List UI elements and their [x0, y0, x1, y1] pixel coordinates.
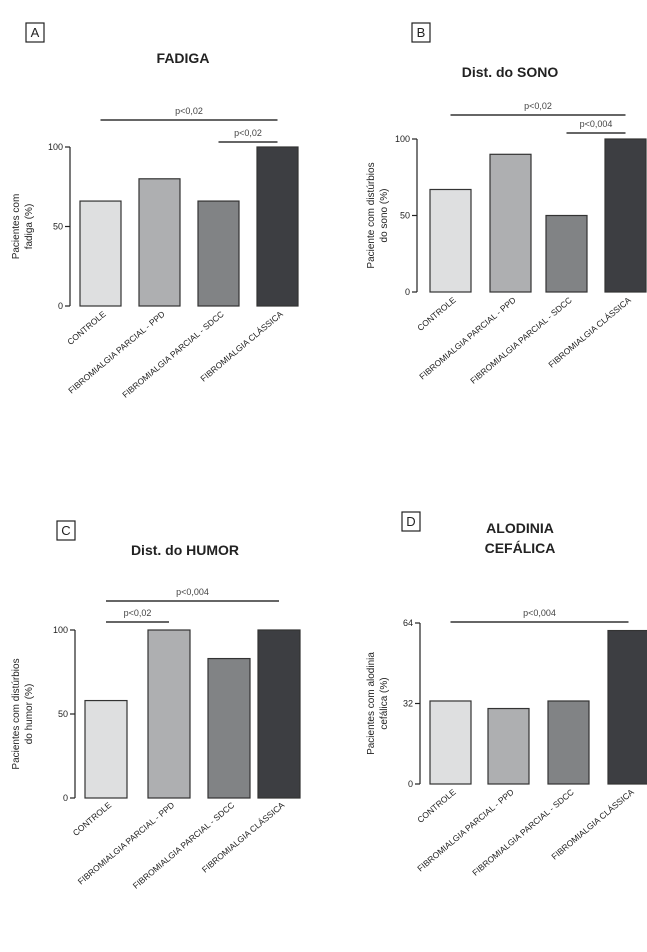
y-axis-title: do sono (%) [379, 189, 390, 243]
bar-4 [256, 146, 299, 307]
bar-2 [138, 178, 181, 307]
bar-2 [487, 707, 530, 785]
y-axis-title: Pacientes com distúrbios [11, 658, 22, 769]
category-label: FIBROMIALGIA CLÁSSICA [200, 800, 287, 875]
bar-4 [607, 629, 647, 785]
category-label: CONTROLE [65, 309, 108, 347]
bar-3 [207, 657, 251, 799]
category-label: CONTROLE [415, 295, 458, 333]
y-tick-label: 50 [53, 222, 63, 232]
y-axis-title: Pacientes com alodinia [366, 652, 377, 755]
chart-panel-d: D ALODINIA CEFÁLICA Pacientes com alodinia c… [366, 511, 647, 878]
bar-1 [429, 188, 472, 293]
y-tick-label: 50 [58, 709, 68, 719]
significance-label: p<0,004 [176, 587, 209, 597]
significance-label: p<0,004 [523, 608, 556, 618]
chart-title: Dist. do SONO [462, 64, 559, 80]
panel-letter: B [417, 25, 426, 40]
category-label: CONTROLE [71, 800, 114, 838]
chart-title: FADIGA [157, 50, 210, 66]
category-label: FIBROMIALGIA PARCIAL - PPD [415, 787, 516, 874]
panel-letter: A [31, 25, 40, 40]
y-axis-title: cefálica (%) [379, 677, 390, 729]
significance-label: p<0,02 [124, 608, 152, 618]
chart-title: Dist. do HUMOR [131, 542, 239, 558]
bar-4 [257, 629, 301, 799]
y-axis-title: Paciente com distúrbios [366, 162, 377, 268]
y-tick-label: 64 [403, 618, 413, 628]
y-tick-label: 50 [400, 211, 410, 221]
category-label: FIBROMIALGIA PARCIAL - PPD [66, 309, 167, 396]
panel-letter-box [25, 22, 45, 43]
significance-label: p<0,02 [234, 128, 262, 138]
chart-title: CEFÁLICA [485, 540, 556, 556]
panel-letter-box [411, 22, 431, 43]
panel-letter: C [61, 523, 70, 538]
significance-label: p<0,004 [580, 119, 613, 129]
chart-panel-b: B Dist. do SONO Paciente com distúrbios do … [366, 22, 647, 386]
category-label: FIBROMIALGIA PARCIAL - SDCC [131, 800, 237, 891]
panel-letter-box [56, 520, 76, 541]
bar-2 [147, 629, 191, 799]
bar-1 [84, 699, 128, 799]
category-label: FIBROMIALGIA PARCIAL - SDCC [470, 787, 576, 878]
y-tick-label: 0 [58, 301, 63, 311]
category-label: FIBROMIALGIA PARCIAL - SDCC [468, 295, 574, 386]
y-tick-label: 0 [408, 779, 413, 789]
bar-1 [79, 200, 122, 307]
bar-4 [604, 138, 647, 293]
bar-1 [429, 700, 472, 785]
chart-panel-a: A FADIGA Pacientes com fadiga (%) 0 50 100 CONT… [11, 22, 299, 400]
panel-letter-box [401, 511, 421, 532]
y-tick-label: 0 [405, 287, 410, 297]
significance-label: p<0,02 [524, 101, 552, 111]
y-tick-label: 100 [53, 625, 68, 635]
y-tick-label: 0 [63, 793, 68, 803]
bar-2 [489, 153, 532, 293]
y-tick-label: 100 [395, 134, 410, 144]
y-tick-label: 100 [48, 142, 63, 152]
chart-title: ALODINIA [486, 520, 554, 536]
category-label: FIBROMIALGIA PARCIAL - PPD [417, 295, 518, 382]
bar-3 [197, 200, 240, 307]
y-tick-label: 32 [403, 699, 413, 709]
significance-label: p<0,02 [175, 106, 203, 116]
category-label: CONTROLE [415, 787, 458, 825]
y-axis-title: Pacientes com [11, 194, 22, 260]
chart-panel-c: C Dist. do HUMOR Pacientes com distúrbios d… [11, 520, 301, 891]
category-label: FIBROMIALGIA PARCIAL - SDCC [120, 309, 226, 400]
bar-3 [547, 700, 590, 785]
panel-letter: D [406, 514, 415, 529]
bar-3 [545, 214, 588, 293]
y-axis-title: do humor (%) [24, 684, 35, 745]
y-axis-title: fadiga (%) [24, 204, 35, 250]
